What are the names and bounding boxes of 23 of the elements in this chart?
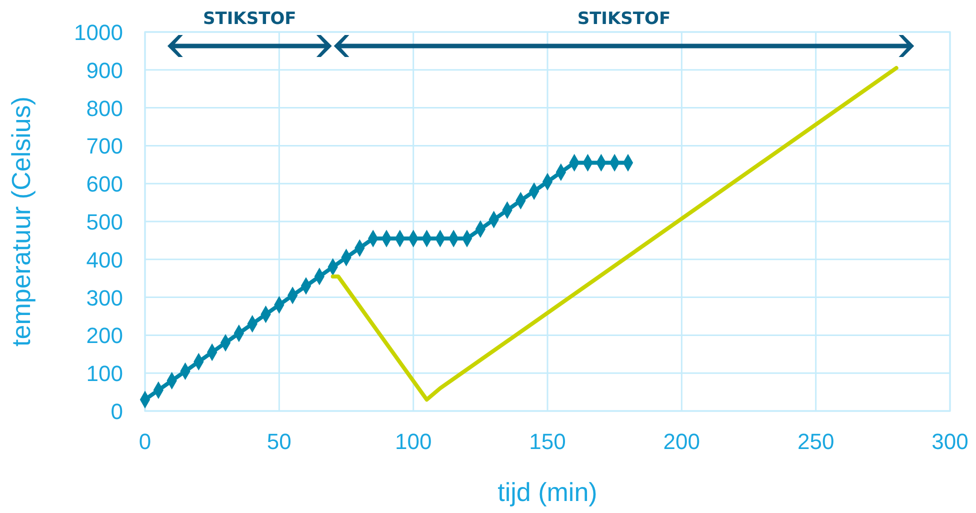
y-tick-label: 300 [86,285,123,310]
y-tick-label: 500 [86,210,123,234]
y-axis-title: temperatuur (Celsius) [6,96,36,346]
x-tick-label: 250 [797,429,834,454]
x-tick-label: 50 [266,429,292,454]
x-tick-label: 200 [663,429,700,454]
x-axis-title: tijd (min) [498,477,598,507]
x-tick-label: 100 [394,429,432,454]
line-series [330,66,898,402]
x-tick-label: 300 [932,429,968,454]
y-tick-label: 600 [86,172,123,197]
y-tick-label: 1000 [74,20,123,45]
x-tick-label: 150 [529,429,566,454]
y-tick-label: 900 [86,58,123,83]
y-tick-label: 200 [86,323,123,348]
y-tick-label: 800 [86,96,123,121]
y-tick-label: 0 [110,399,123,424]
y-tick-label: 400 [86,247,123,272]
y-tick-label: 100 [86,361,123,386]
y-tick-label: 700 [86,134,123,159]
text: STIKSTOF [577,9,671,29]
x-tick-label: 0 [138,429,152,454]
text: STIKSTOF [203,9,296,29]
